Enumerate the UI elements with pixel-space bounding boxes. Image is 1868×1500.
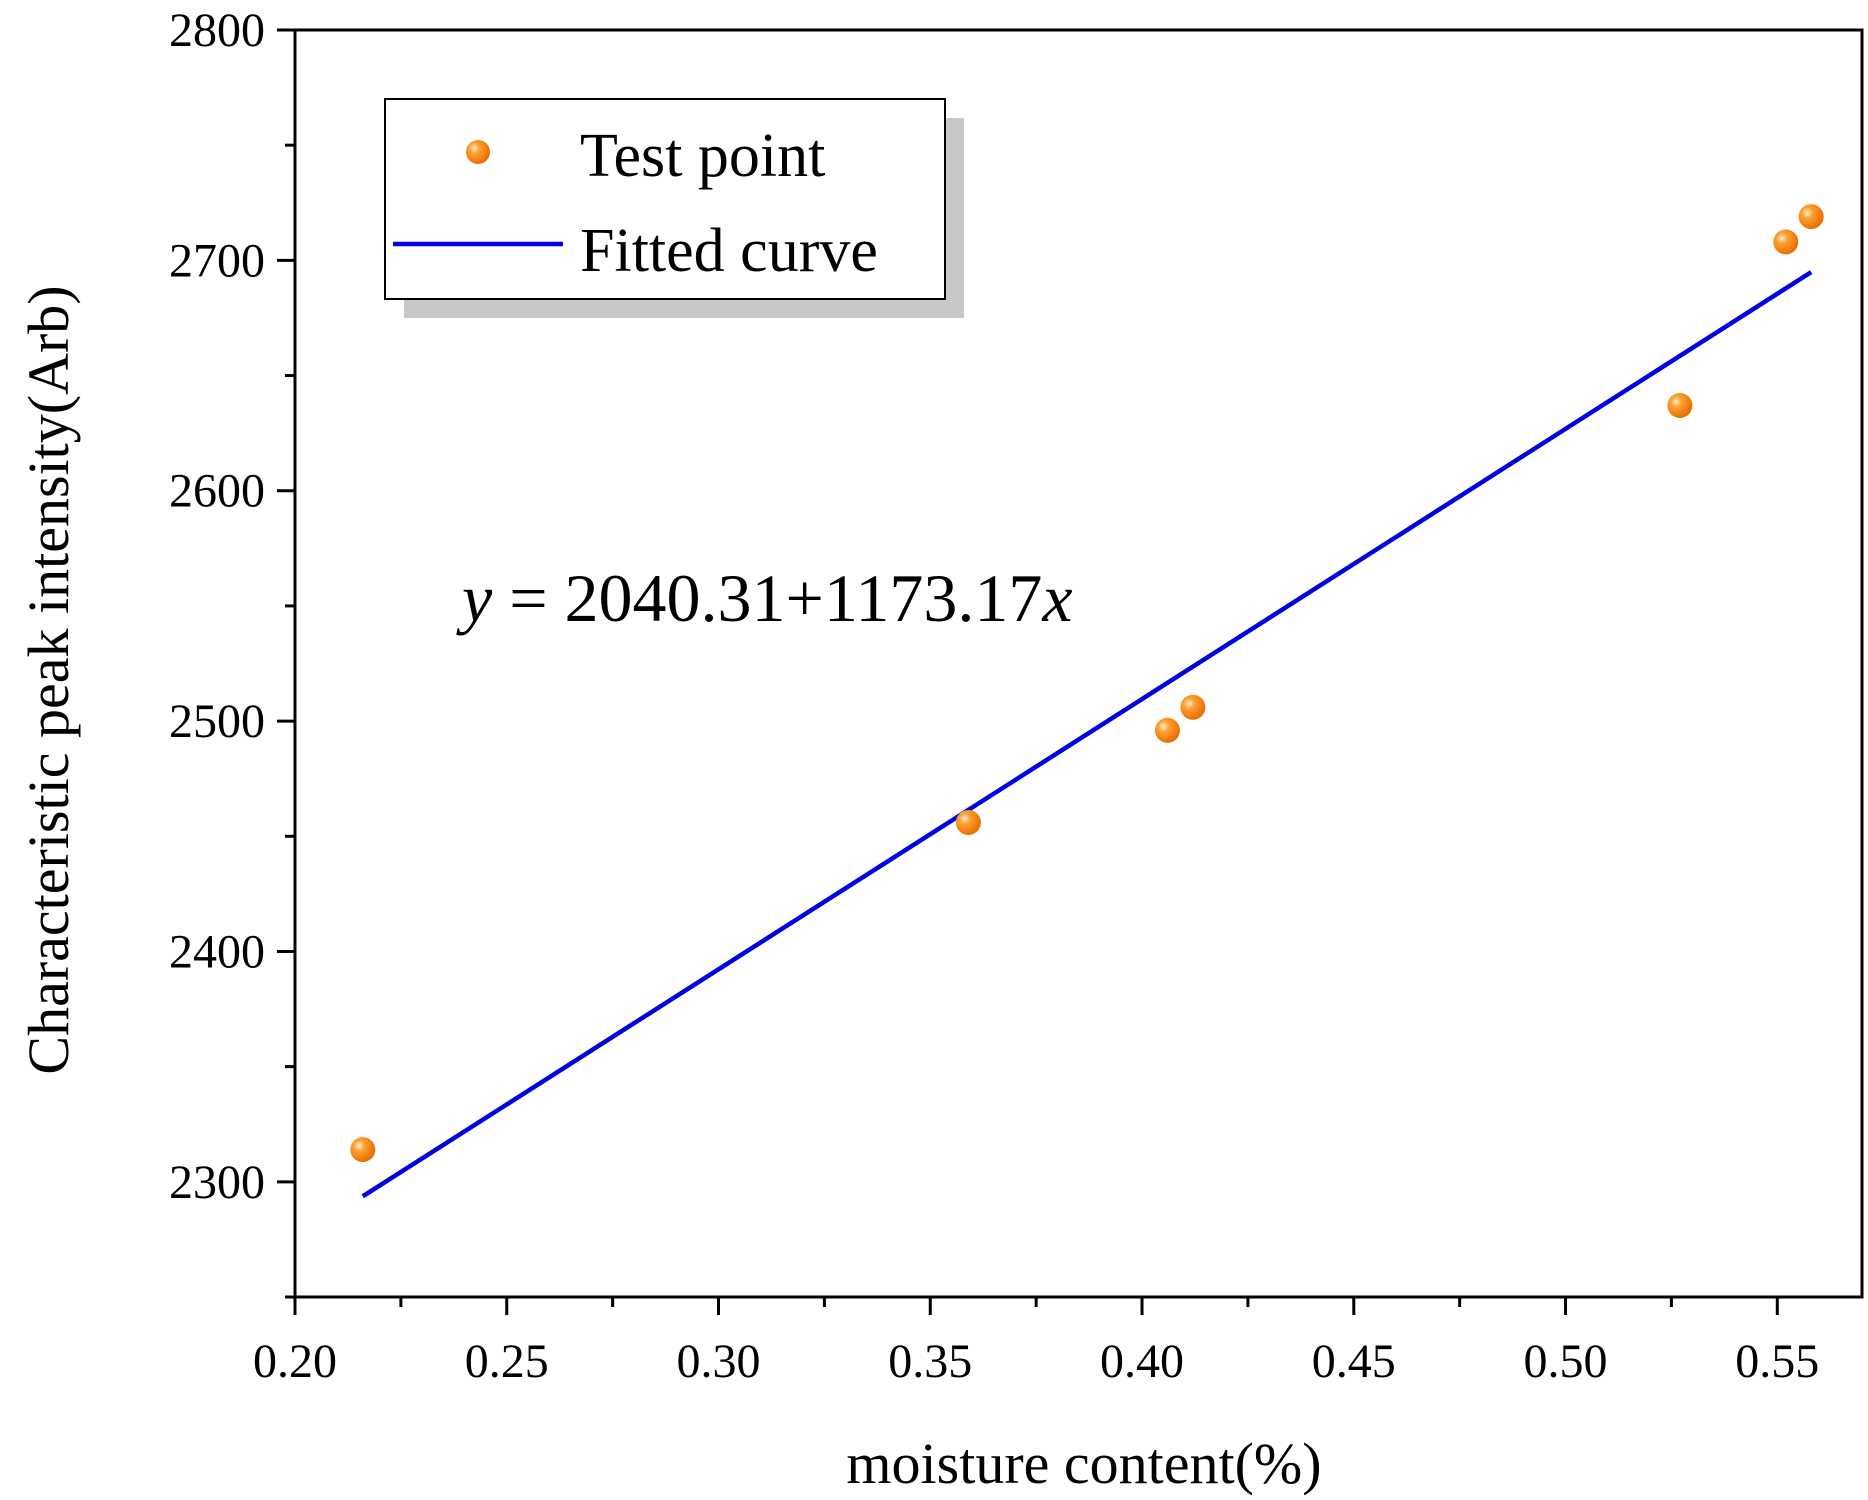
legend: Test point Fitted curve [384,98,964,318]
equation-y-var: y [456,560,493,636]
legend-marker-test-point [466,140,490,164]
fitted-curve-line [361,270,1813,1199]
test-point [1154,717,1180,743]
equation-body: 2040.31+1173.17 [565,560,1043,636]
y-axis: 2300 2400 2500 2600 2700 2800 [169,4,295,1299]
x-tick-label: 0.40 [1100,1335,1184,1388]
x-axis: 0.20 0.25 0.30 0.35 0.40 0.45 0.50 0.55 [253,1297,1819,1388]
test-point [350,1137,376,1163]
test-points [350,204,1824,1163]
equation-x-var: x [1041,560,1072,636]
y-tick-label: 2600 [169,465,265,518]
test-point [1667,392,1693,418]
test-point [1773,229,1799,255]
x-tick-label: 0.20 [253,1335,337,1388]
x-tick-label: 0.30 [677,1335,761,1388]
fit-equation: y = 2040.31+1173.17x [456,560,1073,636]
x-tick-label: 0.45 [1312,1335,1396,1388]
y-tick-label: 2700 [169,234,265,287]
y-axis-title: Characteristic peak intensity(Arb) [16,285,81,1074]
legend-box [384,98,946,300]
x-tick-label: 0.50 [1524,1335,1608,1388]
y-tick-label: 2800 [169,4,265,57]
test-point [1798,204,1824,230]
y-tick-label: 2400 [169,925,265,978]
x-axis-title: moisture content(%) [846,1431,1321,1496]
x-tick-label: 0.35 [888,1335,972,1388]
x-tick-label: 0.55 [1735,1335,1819,1388]
plot-area [293,28,1864,1299]
legend-label-test-point: Test point [580,122,825,190]
y-tick-label: 2500 [169,695,265,748]
test-point [1180,694,1206,720]
y-tick-label: 2300 [169,1156,265,1209]
x-tick-label: 0.25 [465,1335,549,1388]
equation-equals: = [492,560,564,636]
test-point [955,809,981,835]
legend-label-fitted-curve: Fitted curve [580,217,878,285]
